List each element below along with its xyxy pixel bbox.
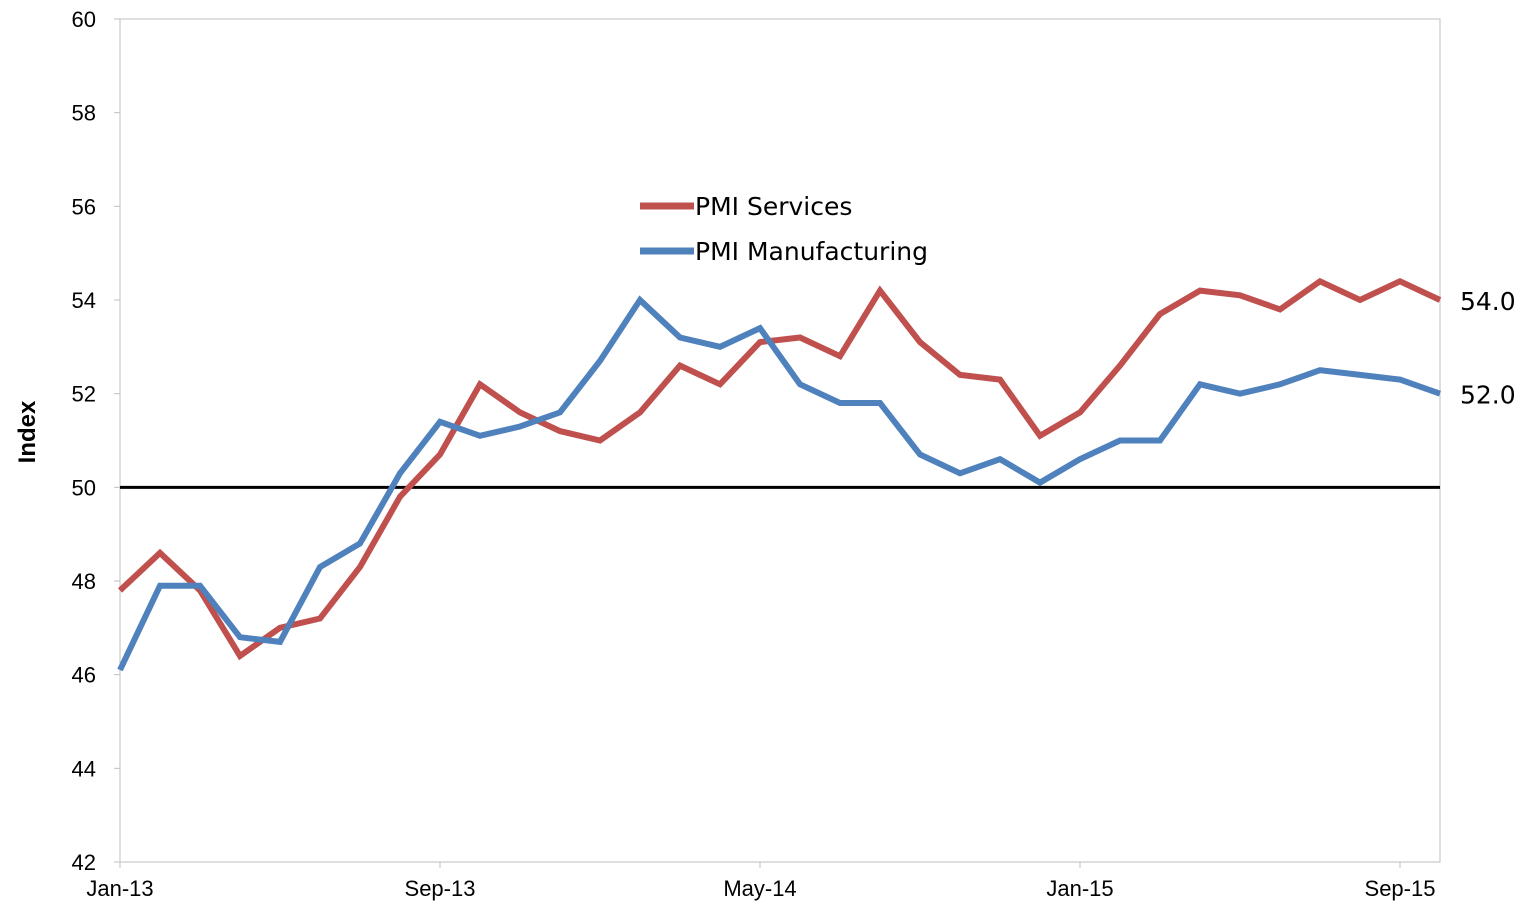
end-labels: 54.0 52.0: [1460, 287, 1516, 410]
manufacturing-end-label: 52.0: [1460, 381, 1516, 410]
pmi-services-line: [117, 277, 1442, 661]
x-tick-label: Sep-15: [1365, 876, 1436, 901]
y-tick-label: 52: [72, 382, 96, 407]
y-tick-label: 56: [72, 194, 96, 219]
y-tick-label: 60: [72, 7, 96, 32]
y-tick-label: 42: [72, 850, 96, 875]
x-tick-label: May-14: [723, 876, 796, 901]
services-end-label: 54.0: [1460, 287, 1516, 316]
legend: PMI Services PMI Manufacturing: [640, 192, 928, 266]
series-lines: [117, 277, 1442, 672]
y-tick-label: 46: [72, 663, 96, 688]
y-tick-label: 44: [72, 756, 96, 781]
y-axis-title: Index: [14, 400, 41, 463]
x-tick-label: Jan-15: [1046, 876, 1113, 901]
x-tick-label: Jan-13: [86, 876, 153, 901]
pmi-manufacturing-line: [117, 295, 1441, 672]
y-tick-label: 54: [72, 288, 96, 313]
legend-label-services: PMI Services: [695, 192, 852, 221]
legend-label-manufacturing: PMI Manufacturing: [695, 237, 928, 266]
y-tick-label: 50: [72, 475, 96, 500]
y-tick-label: 58: [72, 101, 96, 126]
x-axis: Jan-13 Sep-13 May-14 Jan-15 Sep-15: [86, 862, 1435, 901]
y-tick-label: 48: [72, 569, 96, 594]
plot-area: [119, 18, 1441, 863]
y-axis: 42 44 46 48 50 52 54 56 58 60: [72, 7, 120, 875]
x-tick-label: Sep-13: [405, 876, 476, 901]
